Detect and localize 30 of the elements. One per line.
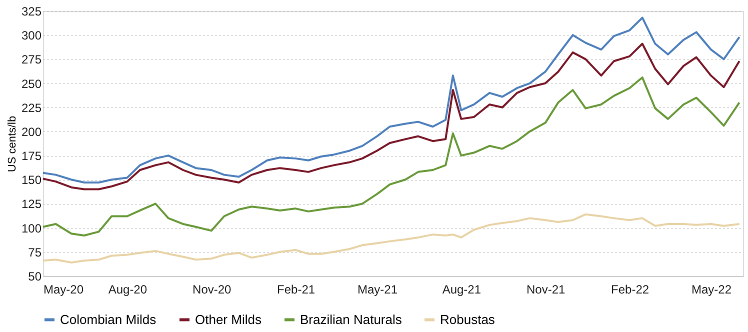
y-tick-label: 300 bbox=[21, 28, 42, 43]
legend-label: Brazilian Naturals bbox=[300, 312, 402, 327]
y-tick-label: 225 bbox=[21, 100, 42, 115]
x-tick-label: Nov-20 bbox=[192, 282, 232, 296]
x-tick-label: Nov-21 bbox=[526, 282, 566, 296]
y-axis-title: US cents/lb bbox=[6, 116, 18, 172]
y-tick-label: 100 bbox=[21, 221, 42, 236]
x-tick-label: May-20 bbox=[44, 282, 84, 296]
line-series bbox=[42, 76, 740, 237]
legend-label: Colombian Milds bbox=[60, 312, 157, 327]
y-tick-label: 75 bbox=[28, 245, 42, 260]
x-tick-label: Aug-21 bbox=[442, 282, 482, 296]
y-tick-label: 200 bbox=[21, 124, 42, 139]
y-tick-label: 150 bbox=[21, 173, 42, 188]
x-tick-label: May-21 bbox=[357, 282, 398, 296]
legend-label: Other Milds bbox=[195, 312, 262, 327]
line-series bbox=[42, 42, 740, 190]
line-series bbox=[42, 213, 740, 264]
y-tick-label: 175 bbox=[21, 149, 42, 164]
legend-label: Robustas bbox=[440, 312, 496, 327]
y-tick-label: 275 bbox=[21, 52, 42, 67]
line-series bbox=[42, 16, 740, 184]
x-tick-label: Feb-21 bbox=[277, 282, 316, 296]
x-tick-label: May-22 bbox=[691, 282, 732, 296]
y-tick-label: 125 bbox=[21, 197, 42, 212]
x-tick-label: Feb-22 bbox=[611, 282, 650, 296]
y-tick-label: 250 bbox=[21, 76, 42, 91]
y-tick-label: 325 bbox=[21, 4, 42, 18]
x-tick-label: Aug-20 bbox=[108, 282, 148, 296]
y-tick-label: 50 bbox=[28, 270, 42, 284]
